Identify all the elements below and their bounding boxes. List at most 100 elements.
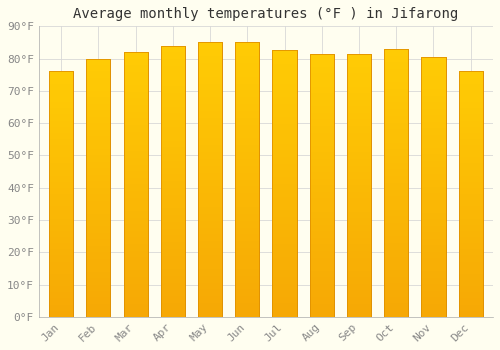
Bar (49, 151, 73, 158)
Bar (384, 116, 408, 122)
Bar (86, 110, 110, 117)
Bar (384, 76, 408, 82)
Bar (422, 135, 446, 141)
Bar (86, 58, 110, 317)
Bar (160, 174, 185, 181)
Bar (458, 219, 483, 225)
Bar (86, 123, 110, 130)
Bar (347, 310, 371, 317)
Bar (49, 243, 73, 249)
Bar (347, 231, 371, 238)
Bar (198, 248, 222, 255)
Bar (86, 259, 110, 265)
Bar (235, 63, 260, 70)
Bar (458, 71, 483, 317)
Bar (124, 72, 148, 78)
Bar (272, 57, 296, 64)
Bar (422, 90, 446, 96)
Bar (160, 242, 185, 249)
Bar (384, 276, 408, 283)
Bar (49, 299, 73, 304)
Bar (124, 52, 148, 317)
Bar (235, 310, 260, 317)
Bar (49, 139, 73, 145)
Bar (458, 176, 483, 182)
Bar (86, 149, 110, 155)
Bar (384, 176, 408, 183)
Bar (124, 52, 148, 317)
Bar (422, 193, 446, 200)
Bar (49, 237, 73, 243)
Bar (86, 155, 110, 162)
Bar (458, 90, 483, 96)
Bar (384, 49, 408, 317)
Bar (49, 78, 73, 84)
Bar (384, 257, 408, 263)
Bar (160, 310, 185, 317)
Bar (272, 217, 296, 224)
Bar (458, 108, 483, 114)
Bar (86, 91, 110, 97)
Bar (272, 170, 296, 177)
Bar (347, 284, 371, 290)
Bar (272, 270, 296, 277)
Bar (235, 125, 260, 132)
Bar (384, 203, 408, 210)
Bar (384, 109, 408, 116)
Bar (124, 198, 148, 204)
Bar (198, 132, 222, 139)
Bar (422, 258, 446, 265)
Bar (124, 78, 148, 85)
Bar (422, 96, 446, 103)
Bar (86, 188, 110, 194)
Bar (49, 84, 73, 90)
Bar (384, 89, 408, 96)
Bar (235, 269, 260, 276)
Bar (198, 166, 222, 173)
Bar (422, 116, 446, 122)
Bar (422, 76, 446, 83)
Bar (198, 104, 222, 111)
Bar (124, 158, 148, 164)
Bar (49, 261, 73, 268)
Bar (422, 252, 446, 258)
Bar (49, 188, 73, 194)
Bar (310, 100, 334, 106)
Bar (422, 239, 446, 245)
Bar (384, 149, 408, 156)
Bar (458, 114, 483, 120)
Bar (458, 120, 483, 127)
Bar (86, 233, 110, 239)
Bar (422, 122, 446, 128)
Bar (422, 57, 446, 63)
Bar (458, 256, 483, 261)
Bar (458, 170, 483, 176)
Bar (422, 265, 446, 271)
Bar (124, 132, 148, 138)
Bar (384, 56, 408, 62)
Bar (124, 284, 148, 290)
Bar (124, 145, 148, 151)
Bar (160, 52, 185, 59)
Bar (422, 180, 446, 187)
Bar (422, 304, 446, 310)
Bar (49, 206, 73, 212)
Bar (235, 207, 260, 214)
Bar (272, 310, 296, 317)
Bar (458, 71, 483, 78)
Bar (384, 129, 408, 136)
Bar (422, 200, 446, 206)
Bar (272, 124, 296, 131)
Bar (235, 97, 260, 104)
Bar (86, 298, 110, 304)
Bar (160, 107, 185, 113)
Bar (160, 59, 185, 66)
Bar (384, 183, 408, 190)
Bar (198, 152, 222, 159)
Bar (86, 265, 110, 272)
Bar (160, 202, 185, 208)
Bar (86, 136, 110, 142)
Bar (86, 285, 110, 291)
Bar (86, 84, 110, 91)
Bar (86, 58, 110, 317)
